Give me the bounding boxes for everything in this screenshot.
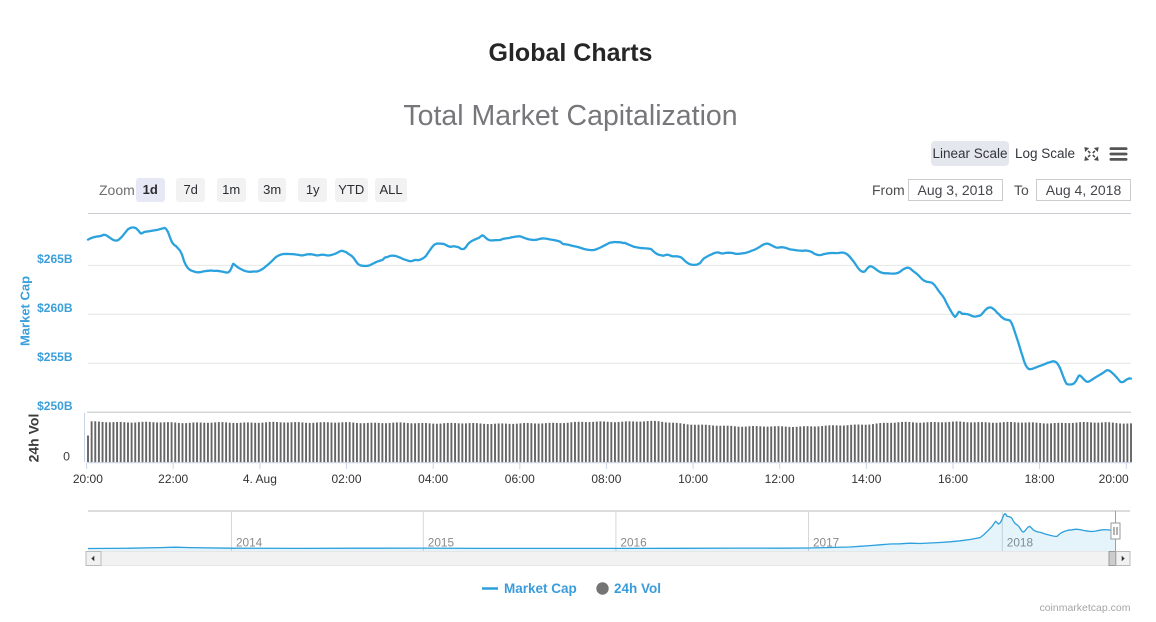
- svg-text:24h Vol: 24h Vol: [26, 414, 42, 463]
- svg-text:2014: 2014: [236, 536, 263, 550]
- svg-text:20:00: 20:00: [73, 472, 103, 486]
- svg-text:Market Cap: Market Cap: [504, 581, 577, 596]
- svg-text:16:00: 16:00: [938, 472, 968, 486]
- svg-text:coinmarketcap.com: coinmarketcap.com: [1039, 602, 1130, 614]
- svg-text:08:00: 08:00: [591, 472, 621, 486]
- svg-text:$260B: $260B: [37, 301, 73, 315]
- svg-text:02:00: 02:00: [331, 472, 361, 486]
- svg-text:0: 0: [63, 450, 70, 464]
- svg-text:$255B: $255B: [37, 350, 73, 364]
- svg-text:22:00: 22:00: [158, 472, 188, 486]
- svg-text:06:00: 06:00: [505, 472, 535, 486]
- svg-text:4. Aug: 4. Aug: [243, 472, 277, 486]
- svg-text:2018: 2018: [1007, 536, 1034, 550]
- svg-text:$265B: $265B: [37, 252, 73, 266]
- svg-text:2015: 2015: [428, 536, 455, 550]
- svg-text:2016: 2016: [620, 536, 647, 550]
- svg-text:2017: 2017: [813, 536, 839, 550]
- svg-text:20:00: 20:00: [1099, 472, 1129, 486]
- svg-text:24h Vol: 24h Vol: [614, 581, 661, 596]
- svg-text:Market Cap: Market Cap: [18, 276, 33, 346]
- svg-text:14:00: 14:00: [851, 472, 881, 486]
- svg-text:$250B: $250B: [37, 399, 73, 413]
- svg-text:12:00: 12:00: [765, 472, 795, 486]
- svg-text:10:00: 10:00: [678, 472, 708, 486]
- svg-text:04:00: 04:00: [418, 472, 448, 486]
- svg-text:18:00: 18:00: [1025, 472, 1055, 486]
